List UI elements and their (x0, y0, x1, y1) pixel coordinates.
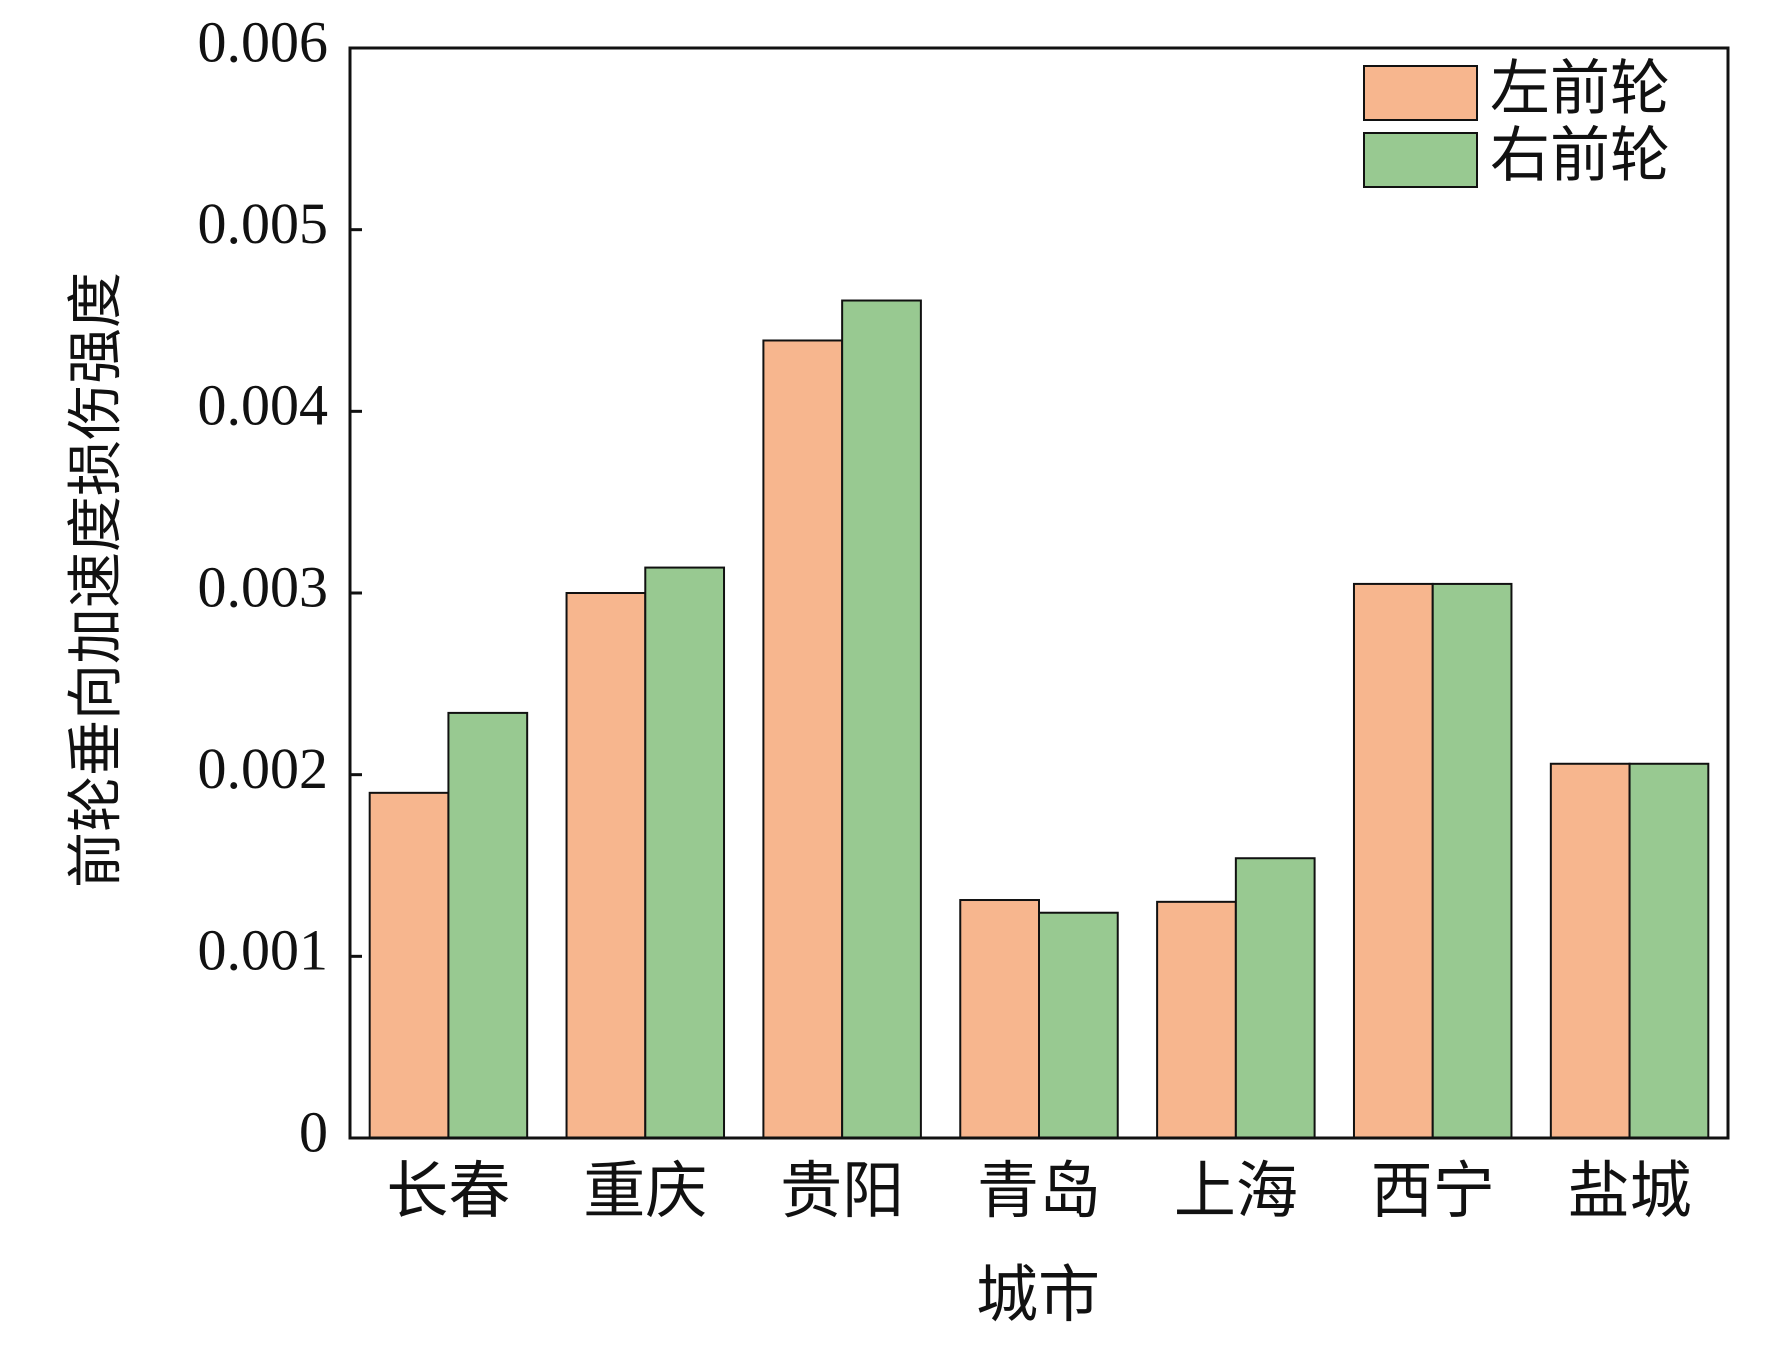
y-tick-label: 0.005 (198, 191, 329, 256)
y-axis-label: 前轮垂向加速度损伤强度 (66, 272, 128, 888)
x-tick-label: 上海 (1174, 1158, 1298, 1226)
bar (368, 791, 450, 1139)
legend-swatch (1363, 65, 1478, 121)
y-tick-label: 0.004 (198, 373, 329, 438)
plot-frame (348, 46, 1730, 1140)
y-tick-label: 0.003 (198, 554, 329, 619)
y-tick-label: 0.006 (198, 9, 329, 74)
bar (762, 339, 844, 1139)
x-tick-label: 西宁 (1371, 1158, 1495, 1226)
bar (1549, 762, 1631, 1139)
y-tick-label: 0.001 (198, 918, 329, 983)
x-tick-label: 青岛 (977, 1158, 1101, 1226)
bar (565, 592, 647, 1139)
x-tick-label: 重庆 (583, 1158, 707, 1226)
legend-swatch (1363, 132, 1478, 188)
bar (1038, 911, 1119, 1139)
x-tick-label: 贵阳 (780, 1158, 904, 1226)
bar (447, 711, 529, 1140)
x-axis-label: 城市 (976, 1262, 1100, 1330)
bar (644, 566, 726, 1139)
legend-label: 右前轮 (1490, 123, 1670, 189)
bar (841, 299, 922, 1139)
x-tick-label: 长春 (386, 1158, 510, 1226)
bar (1156, 900, 1237, 1139)
bar (1234, 857, 1316, 1139)
x-tick-label: 盐城 (1568, 1158, 1692, 1226)
bar (1431, 582, 1513, 1139)
y-tick-label: 0 (299, 1099, 328, 1164)
bar (1628, 762, 1710, 1139)
bar (1352, 582, 1434, 1139)
y-tick-label: 0.002 (198, 736, 329, 801)
bar (959, 899, 1040, 1139)
legend-label: 左前轮 (1490, 56, 1670, 122)
